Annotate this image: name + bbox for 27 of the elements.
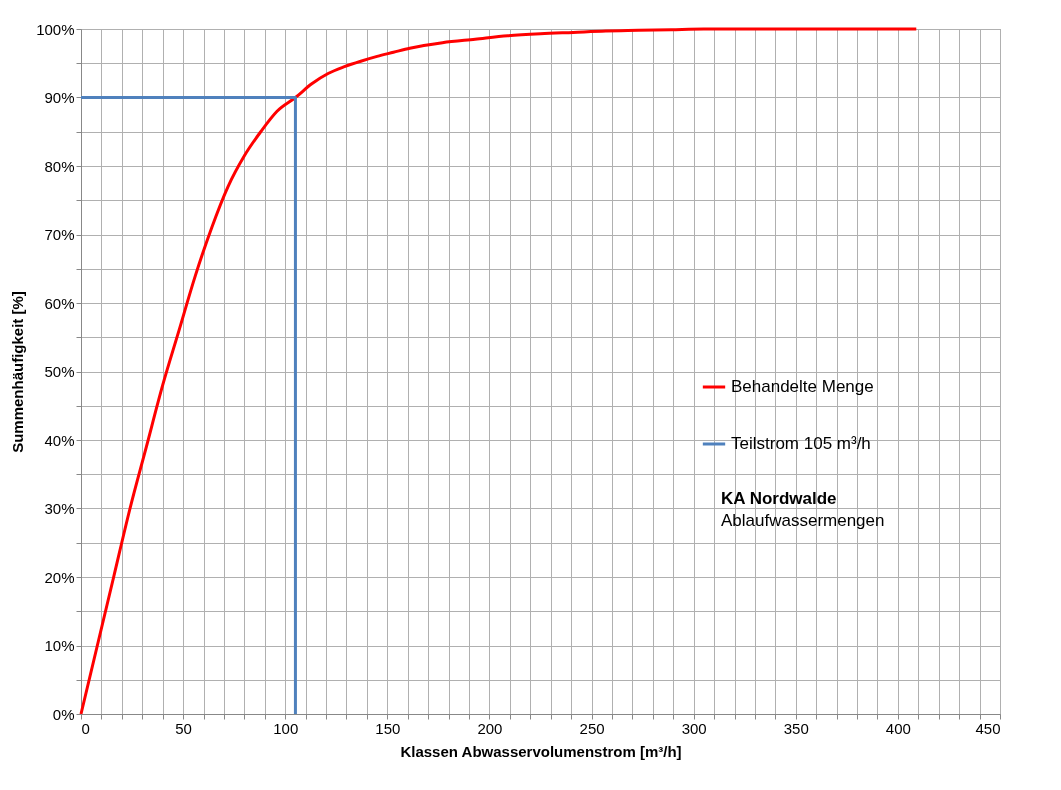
y-tick-label: 50% (44, 363, 75, 380)
x-tick-label: 0 (81, 719, 90, 737)
y-axis-title: Summenhäufigkeit [%] (9, 291, 27, 453)
y-tick-label: 30% (44, 500, 75, 517)
x-tick-label: 450 (975, 719, 1001, 737)
annotation: KA Nordwalde (721, 489, 837, 508)
x-tick-label: 100 (273, 719, 299, 737)
y-tick-label: 0% (52, 705, 75, 723)
x-tick-label: 350 (783, 719, 809, 737)
x-tick-label: 250 (579, 719, 605, 737)
y-tick-label: 20% (44, 568, 75, 586)
x-tick-label: 300 (681, 719, 707, 737)
x-tick-label: 400 (885, 719, 911, 737)
y-tick-label: 100% (36, 20, 75, 38)
y-tick-label: 70% (44, 226, 75, 243)
y-tick-label: 10% (44, 637, 75, 654)
annotation: Ablaufwassermengen (721, 511, 885, 530)
legend-label: Behandelte Menge (731, 377, 874, 396)
y-tick-label: 90% (44, 89, 75, 106)
y-tick-label: 40% (44, 431, 75, 449)
x-tick-label: 150 (375, 719, 401, 737)
x-tick-label: 200 (477, 719, 503, 737)
legend-label: Teilstrom 105 m³/h (731, 434, 871, 453)
y-tick-label: 80% (44, 157, 75, 175)
x-tick-label: 50 (175, 719, 192, 737)
y-tick-label: 60% (44, 294, 75, 312)
x-axis-title: Klassen Abwasservolumenstrom [m³/h] (400, 742, 682, 760)
